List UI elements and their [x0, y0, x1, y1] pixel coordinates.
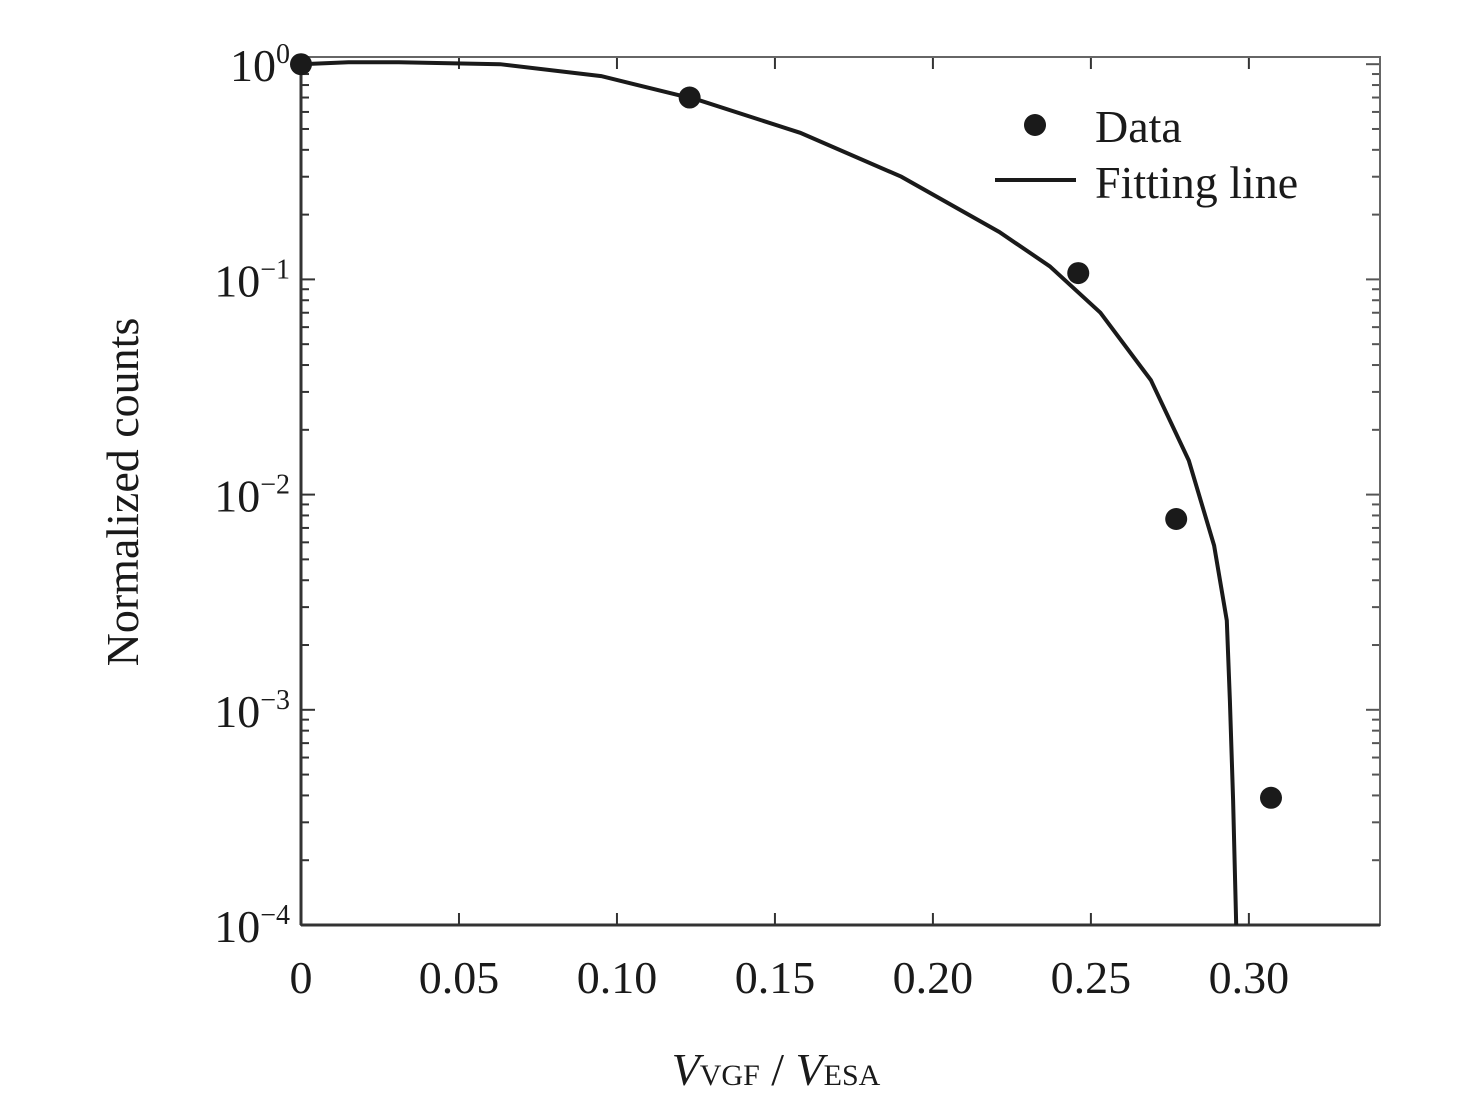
y-tick-label: 10−3 [214, 685, 290, 737]
legend: Data Fitting line [995, 101, 1298, 208]
x-axis-label: VVGF / VESA [672, 1044, 881, 1095]
y-tick-label: 10−1 [214, 254, 290, 306]
y-tick-exponent: 0 [276, 39, 290, 70]
y-tick-base: 10 [214, 901, 260, 952]
fitting-line [300, 60, 1239, 926]
y-tick-exponent: −3 [260, 685, 290, 716]
y-tick-exponent: −4 [260, 900, 290, 931]
x-label-v2: V [796, 1044, 829, 1095]
x-label-sep: / [760, 1044, 796, 1095]
x-tick-label: 0.25 [1051, 952, 1132, 1003]
x-tick-label: 0.20 [893, 952, 974, 1003]
data-points [290, 53, 1282, 809]
data-point [290, 53, 312, 76]
legend-fit-label: Fitting line [1095, 157, 1298, 208]
x-tick-label: 0.10 [577, 952, 658, 1003]
x-tick-label: 0.15 [735, 952, 816, 1003]
x-tick-labels: 0 0.05 0.10 0.15 0.20 0.25 0.30 [290, 952, 1290, 1003]
x-tick-label: 0 [290, 952, 313, 1003]
y-tick-exponent: −2 [260, 470, 290, 501]
legend-data-label: Data [1095, 101, 1182, 152]
x-tick-label: 0.30 [1209, 952, 1290, 1003]
y-tick-base: 10 [230, 40, 276, 91]
x-tick-label: 0.05 [419, 952, 500, 1003]
data-point [1259, 786, 1282, 809]
y-axis-label: Normalized counts [97, 318, 148, 667]
y-tick-base: 10 [214, 255, 260, 306]
y-tick-label: 100 [230, 39, 290, 91]
legend-data-marker [1024, 114, 1046, 136]
x-label-sub2: ESA [824, 1059, 881, 1092]
data-point [1165, 508, 1188, 531]
x-label-sub1: VGF [700, 1059, 760, 1092]
x-label-v1: V [672, 1044, 705, 1095]
y-tick-base: 10 [214, 686, 260, 737]
y-tick-exponent: −1 [260, 254, 290, 285]
y-tick-label: 10−4 [214, 900, 290, 952]
data-point [1067, 262, 1090, 285]
y-tick-label: 10−2 [214, 470, 290, 522]
y-tick-base: 10 [214, 471, 260, 522]
data-point [678, 86, 701, 109]
